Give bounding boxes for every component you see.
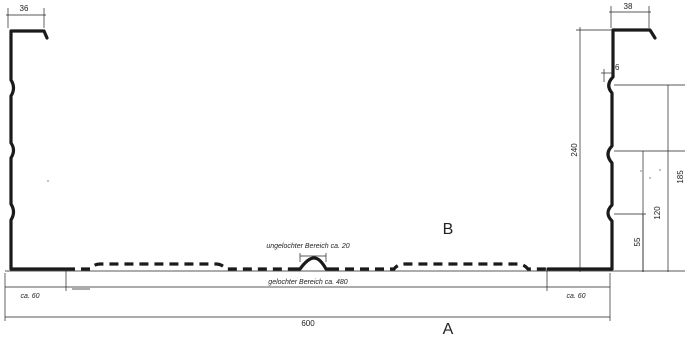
dim-185-label: 185 bbox=[676, 170, 685, 184]
dim-36-label: 36 bbox=[20, 4, 29, 13]
marker-a: A bbox=[443, 321, 454, 338]
bottom-perforated-left bbox=[66, 262, 296, 271]
perforated-label: gelochter Bereich ca. 480 bbox=[268, 279, 347, 286]
dim-38-label: 38 bbox=[624, 2, 633, 11]
dim-55-label: 55 bbox=[633, 237, 642, 246]
dim-120-label: 120 bbox=[653, 206, 662, 220]
right-profile-wall bbox=[546, 28, 657, 271]
edge-left-label: ca. 60 bbox=[20, 293, 39, 300]
dot-marker bbox=[659, 169, 661, 171]
dim-right-flange: 38 bbox=[609, 2, 651, 28]
left-profile-wall bbox=[9, 29, 67, 271]
dot-marker bbox=[47, 180, 49, 182]
dim-perforated: gelochter Bereich ca. 480 bbox=[5, 270, 610, 291]
dim-left-flange: 36 bbox=[6, 4, 46, 28]
dim-height-185: 185 bbox=[614, 85, 685, 272]
dim-height-55: 55 bbox=[614, 213, 646, 272]
dim-240-label: 240 bbox=[570, 143, 579, 157]
dot-marker bbox=[640, 170, 642, 172]
dim-600-label: 600 bbox=[301, 319, 315, 328]
bottom-perforated-right bbox=[330, 262, 547, 271]
bottom-unperforated-bead bbox=[294, 256, 332, 271]
dot-marker bbox=[649, 177, 651, 179]
edge-right-label: ca. 60 bbox=[566, 293, 585, 300]
dim-height-240: 240 bbox=[570, 27, 614, 272]
dim-height-120: 120 bbox=[642, 151, 662, 272]
unperforated-label: ungelochter Bereich ca. 20 bbox=[266, 243, 349, 250]
marker-b: B bbox=[443, 221, 454, 238]
dim-width-600: 600 bbox=[4, 273, 611, 328]
dim-unperforated: ungelochter Bereich ca. 20 bbox=[266, 243, 350, 262]
dim-6-label: 6 bbox=[615, 63, 620, 72]
dim-bead: 6 bbox=[601, 63, 685, 86]
